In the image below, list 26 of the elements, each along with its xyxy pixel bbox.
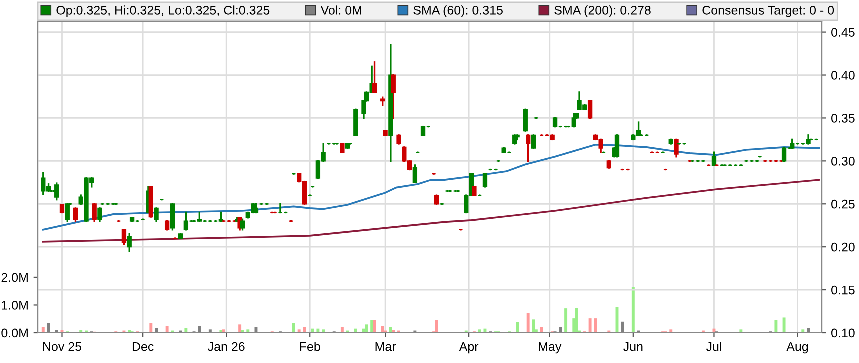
- legend-label: Vol: 0M: [320, 6, 362, 15]
- y-tick-label: 0.30: [832, 156, 855, 166]
- y-tick-label: 0.45: [832, 28, 855, 37]
- y2-tick-label: 0.0M: [2, 328, 28, 338]
- y-tick-label: 0.25: [832, 200, 855, 209]
- x-tick-label: May: [539, 342, 562, 354]
- y-tick-label: 0.10: [832, 328, 855, 338]
- x-tick-label: Jun: [624, 342, 643, 352]
- y-tick-label: 0.40: [832, 71, 855, 80]
- y-tick-label: 0.15: [832, 286, 855, 295]
- y-tick-label: 0.20: [832, 242, 855, 252]
- x-tick-label: Nov 25: [43, 342, 82, 352]
- legend-label: Op:0.325, Hi:0.325, Lo:0.325, Cl:0.325: [56, 6, 270, 18]
- y2-tick-label: 2.0M: [2, 273, 28, 282]
- y2-tick-label: 1.0M: [2, 301, 28, 310]
- legend-label: SMA (60): 0.315: [414, 6, 503, 18]
- x-tick-label: Jan 26: [208, 342, 245, 352]
- x-tick-label: Apr: [459, 342, 479, 354]
- x-tick-label: Mar: [376, 342, 396, 352]
- x-tick-label: Aug: [786, 342, 808, 354]
- x-tick-label: Feb: [300, 342, 320, 352]
- y-tick-label: 0.35: [832, 114, 855, 123]
- x-tick-label: Dec: [132, 342, 154, 352]
- legend-label: SMA (200): 0.278: [554, 6, 651, 18]
- legend-label: Consensus Target: 0 - 0: [702, 6, 834, 18]
- x-tick-label: Jul: [706, 342, 722, 352]
